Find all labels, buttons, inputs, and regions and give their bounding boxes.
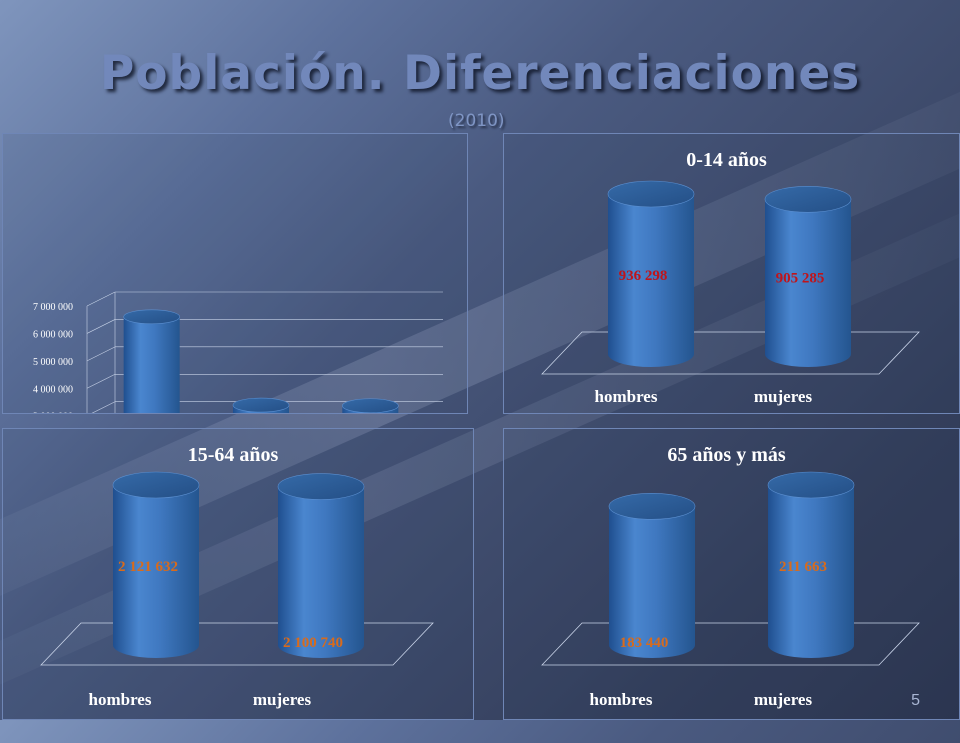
chart-panel-15-64: 15-64 años 2 121 632 hombres 2 100 740 mujer… bbox=[2, 428, 474, 720]
bar-hombres bbox=[608, 493, 696, 658]
y-tick-label: 3 000 000 bbox=[33, 412, 73, 413]
gridline-side bbox=[86, 374, 116, 389]
y-tick-label: 5 000 000 bbox=[33, 357, 73, 368]
data-label: 211 663 bbox=[779, 559, 827, 575]
category-label: mujeres bbox=[754, 690, 813, 709]
gridline-side bbox=[91, 401, 116, 413]
bar-hombres bbox=[112, 471, 200, 658]
slide-title: Población. Diferenciaciones bbox=[99, 46, 861, 101]
bar-mujeres bbox=[764, 185, 852, 367]
bar-hombres bbox=[232, 397, 290, 413]
y-tick-label: 6 000 000 bbox=[33, 329, 73, 340]
category-label: hombres bbox=[595, 387, 658, 406]
gridline-side bbox=[86, 346, 116, 362]
gridline-side bbox=[86, 291, 116, 307]
gridline-side bbox=[86, 319, 116, 334]
bar-hombres bbox=[607, 180, 695, 367]
chart-title: 15-64 años bbox=[188, 444, 279, 466]
y-tick-label: 7 000 000 bbox=[33, 302, 73, 313]
chart-0-14-svg: 0-14 años 936 298 hombres 905 285 mujeres bbox=[541, 149, 920, 406]
bar-población bbox=[123, 309, 180, 413]
chart-title: 0-14 años bbox=[686, 149, 767, 171]
chart-panel-0-14: 0-14 años 936 298 hombres 905 285 mujeres bbox=[503, 133, 960, 414]
chart-floor bbox=[40, 622, 434, 666]
chart-15-64-svg: 15-64 años 2 121 632 hombres 2 100 740 mujer… bbox=[40, 444, 434, 709]
bar-mujeres bbox=[767, 471, 855, 658]
category-label: hombres bbox=[590, 690, 653, 709]
page-number: 5 bbox=[911, 692, 920, 709]
bar-mujeres bbox=[277, 473, 365, 658]
chart-floor bbox=[541, 331, 920, 375]
chart-title: 65 años y más bbox=[667, 444, 786, 466]
chart-65-plus-svg: 65 años y más 183 440 hombres 211 663 mujere… bbox=[541, 444, 920, 709]
data-label: 183 440 bbox=[620, 635, 669, 651]
data-label: 936 298 bbox=[619, 268, 668, 284]
data-label: 2 121 632 bbox=[118, 559, 178, 575]
data-label: 905 285 bbox=[776, 271, 825, 287]
category-label: hombres bbox=[89, 690, 152, 709]
chart-floor bbox=[541, 622, 920, 666]
category-label: mujeres bbox=[754, 387, 813, 406]
slide-subtitle: (2010) bbox=[448, 111, 505, 131]
data-label: 2 100 740 bbox=[283, 635, 343, 651]
bar-mujeres bbox=[342, 398, 399, 413]
chart-panel-65-plus: 65 años y más 183 440 hombres 211 663 mujere… bbox=[503, 428, 960, 720]
category-label: mujeres bbox=[253, 690, 312, 709]
y-tick-label: 4 000 000 bbox=[33, 384, 73, 395]
